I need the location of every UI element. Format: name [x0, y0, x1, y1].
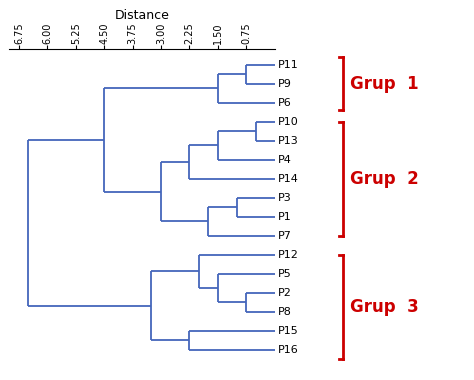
Text: P3: P3 — [278, 193, 292, 203]
Text: P11: P11 — [278, 60, 299, 70]
Text: Grup  2: Grup 2 — [350, 169, 419, 188]
Text: P9: P9 — [278, 79, 292, 89]
Text: P8: P8 — [278, 307, 292, 317]
Text: P6: P6 — [278, 98, 292, 108]
Text: P5: P5 — [278, 269, 292, 279]
Text: P15: P15 — [278, 326, 299, 336]
X-axis label: Distance: Distance — [115, 10, 170, 22]
Text: P14: P14 — [278, 174, 299, 184]
Text: P1: P1 — [278, 212, 292, 222]
Text: P16: P16 — [278, 345, 299, 355]
Text: P7: P7 — [278, 231, 292, 241]
Text: Grup  3: Grup 3 — [350, 298, 419, 316]
Text: P2: P2 — [278, 288, 292, 298]
Text: Grup  1: Grup 1 — [350, 74, 419, 93]
Text: P13: P13 — [278, 136, 299, 146]
Text: P12: P12 — [278, 250, 299, 260]
Text: P10: P10 — [278, 117, 299, 127]
Text: P4: P4 — [278, 155, 292, 165]
